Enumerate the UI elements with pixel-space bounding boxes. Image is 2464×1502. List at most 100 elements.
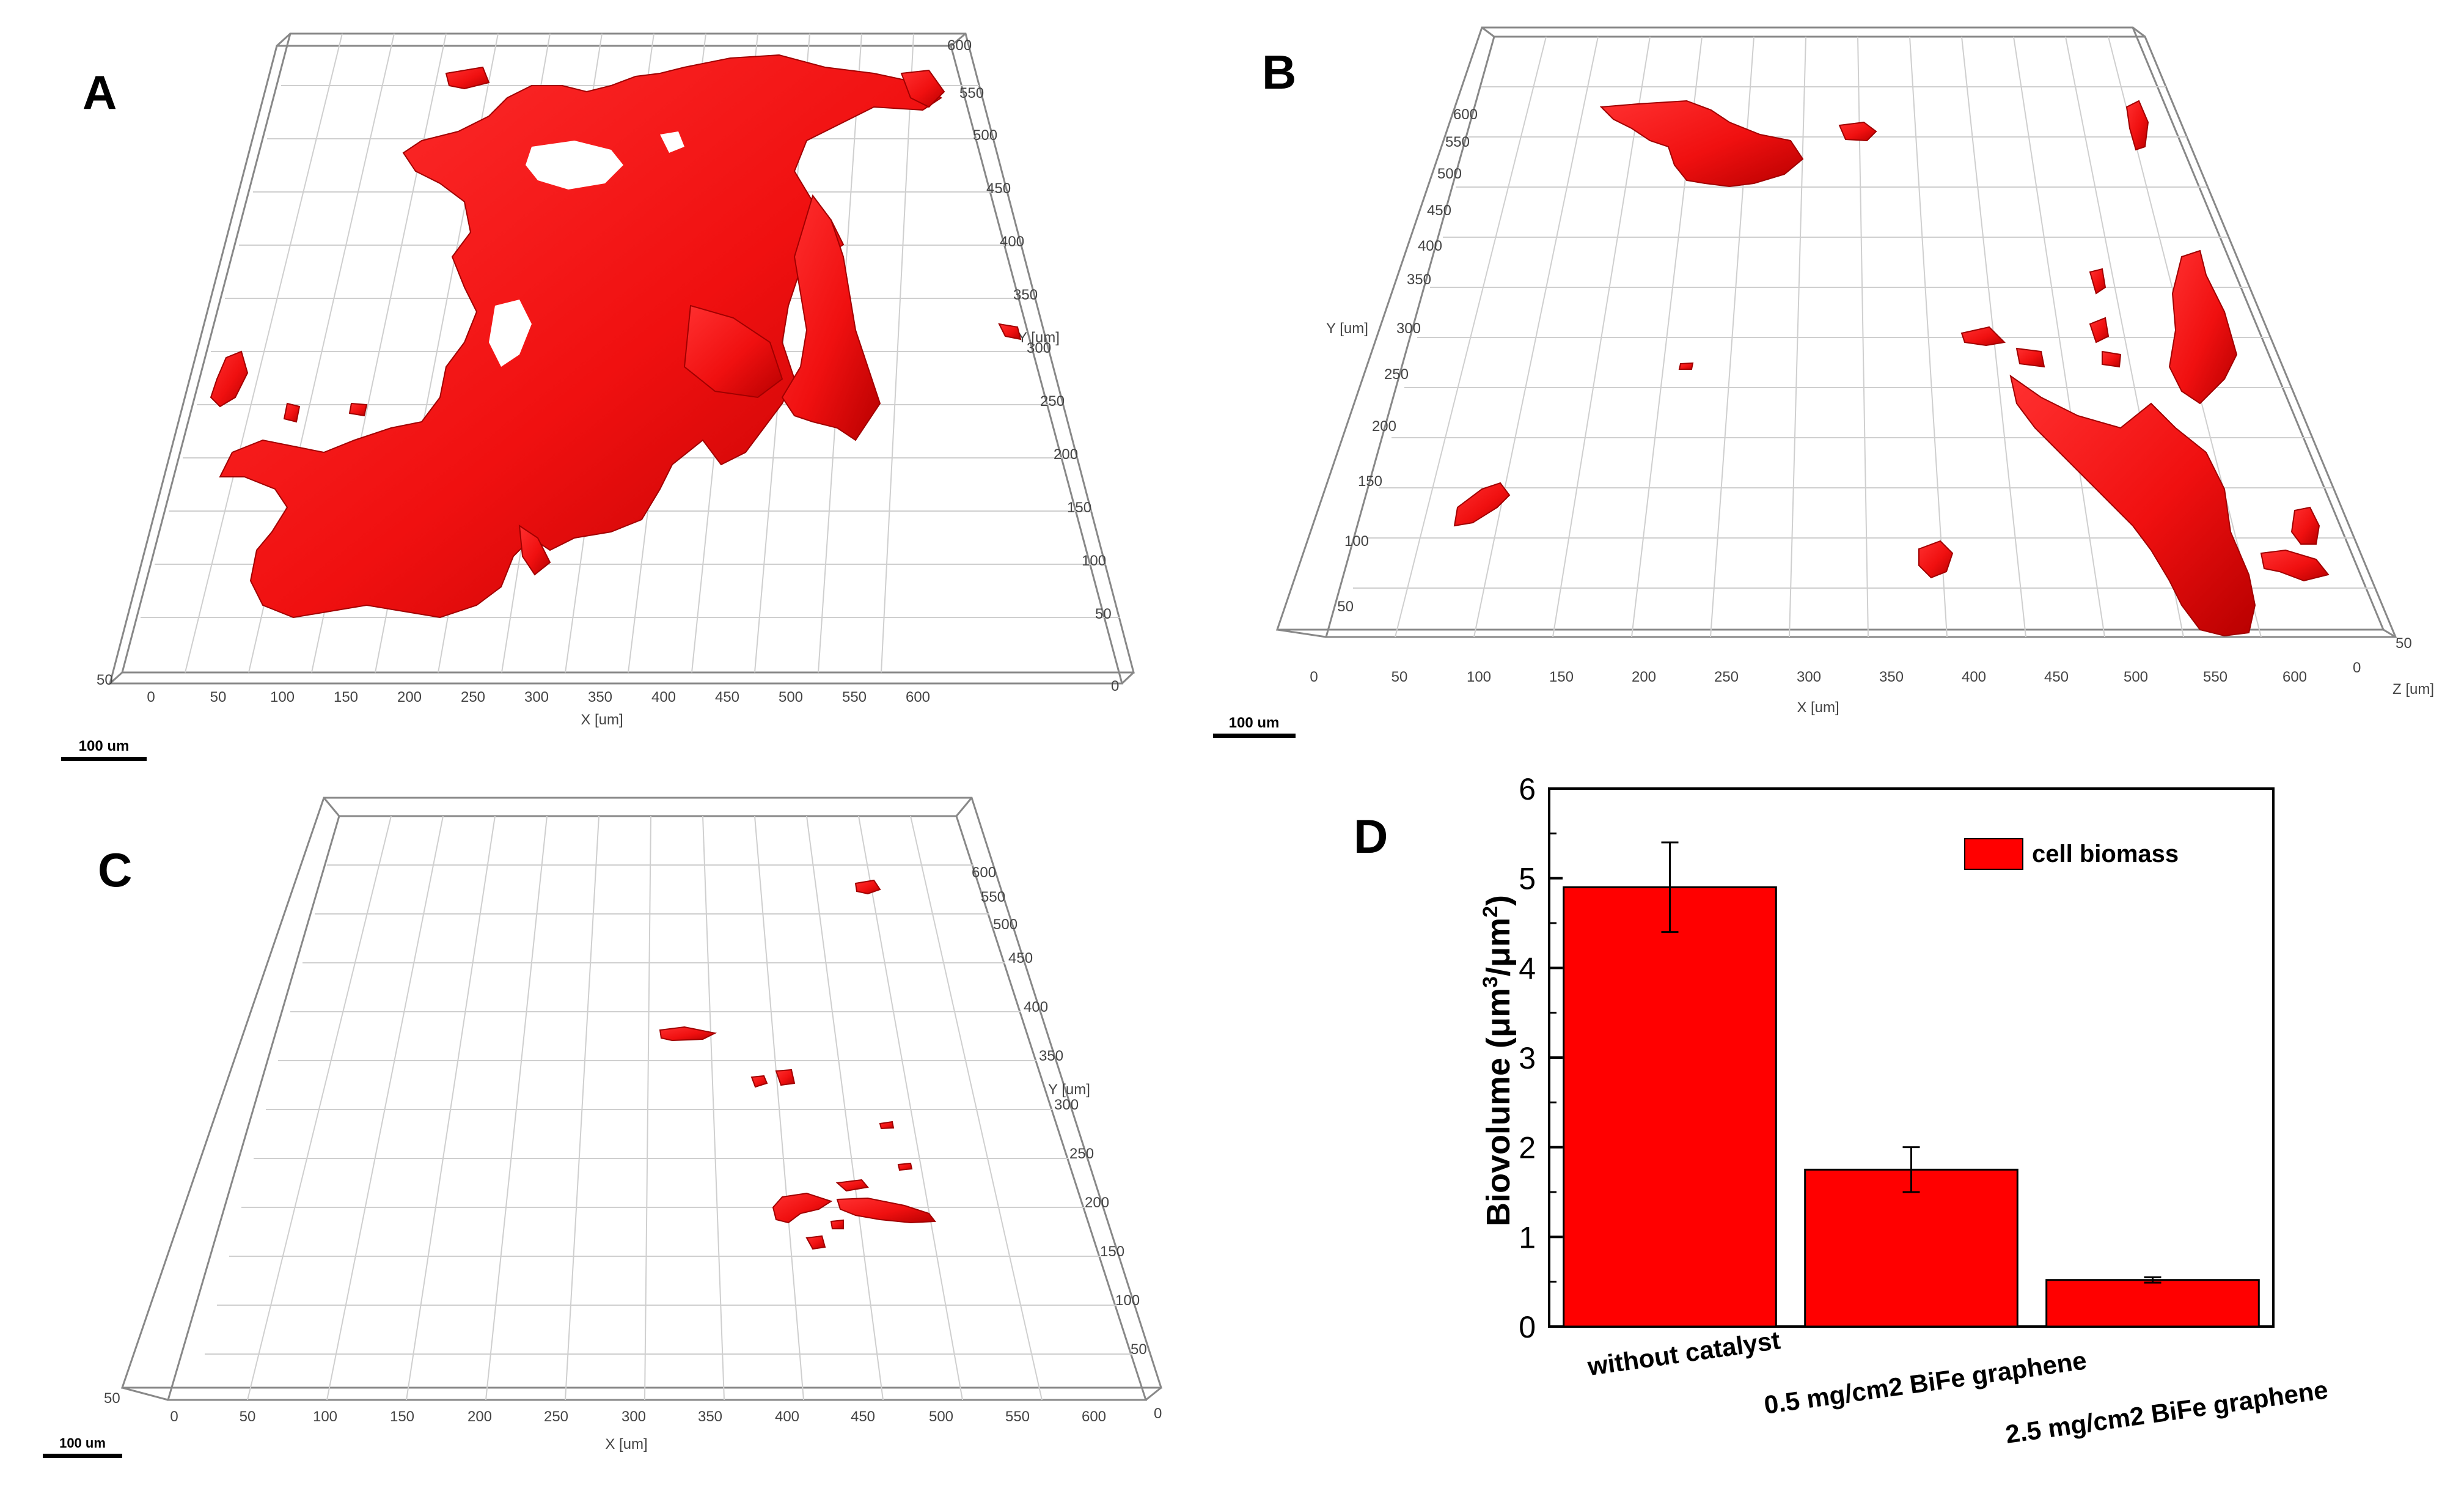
panel-a-scalebar: 100 um [61,738,147,761]
svg-text:400: 400 [1000,234,1024,250]
svg-text:150: 150 [390,1408,414,1425]
bar-3 [2045,1279,2260,1328]
panel-b-box [1275,26,2397,638]
svg-text:250: 250 [544,1408,568,1425]
bar-2 [1804,1168,2019,1328]
svg-text:450: 450 [851,1408,875,1425]
svg-text:550: 550 [1005,1408,1030,1425]
svg-text:100: 100 [313,1408,337,1425]
panel-b-y-label: Y [um] [1326,320,1368,337]
svg-text:600: 600 [1082,1408,1106,1425]
svg-text:400: 400 [1418,238,1442,254]
chart-y-axis-label: Biovolume (μm3/μm2) [1479,895,1517,1226]
svg-text:150: 150 [334,689,358,705]
svg-text:500: 500 [779,689,803,705]
svg-text:350: 350 [1879,669,1904,685]
svg-text:250: 250 [1714,669,1739,685]
panel-a-z-tick: 50 [97,672,113,688]
panel-c-y-ticks: 50 100 150 200 250 300 350 400 450 500 550 600 [972,864,1147,1358]
svg-text:300: 300 [1027,340,1051,356]
svg-text:150: 150 [1067,499,1091,516]
svg-text:300: 300 [1797,669,1821,685]
svg-text:600: 600 [2282,669,2307,685]
svg-text:200: 200 [1632,669,1656,685]
svg-text:0: 0 [147,689,155,705]
chart-bars [1563,841,2260,1328]
svg-text:200: 200 [1054,446,1078,463]
svg-text:300: 300 [1054,1097,1079,1113]
panel-a-biomass [210,54,1022,619]
chart-y-ticks: 0 1 2 3 4 5 6 [1519,772,1563,1344]
svg-text:500: 500 [1437,166,1462,182]
svg-text:150: 150 [1100,1243,1124,1260]
svg-text:350: 350 [1407,271,1431,288]
svg-text:350: 350 [698,1408,722,1425]
svg-text:500: 500 [973,127,997,144]
svg-text:450: 450 [1008,950,1033,966]
svg-text:450: 450 [1427,202,1451,219]
panel-label-b: B [1262,45,1296,99]
svg-text:300: 300 [524,689,549,705]
panel-b-scalebar: 100 um [1213,715,1296,738]
svg-text:400: 400 [651,689,676,705]
panel-a: A 0 50 100 150 200 250 300 350 400 450 [61,32,1135,761]
svg-text:550: 550 [842,689,867,705]
svg-text:350: 350 [588,689,612,705]
panel-c-z-tick-0: 0 [1154,1405,1162,1422]
panel-b-x-ticks: 0 50 100 150 200 250 300 350 400 450 500 550 6… [1310,669,2307,685]
svg-text:500: 500 [993,916,1018,933]
panel-b-biomass [1453,100,2330,637]
x-category-label: without catalyst [1585,1325,1782,1381]
svg-text:550: 550 [1445,134,1470,150]
svg-text:50: 50 [1392,669,1408,685]
panel-b-x-label: X [um] [1797,699,1839,716]
panel-c-biomass [659,879,936,1250]
bar-1 [1563,886,1777,1328]
svg-text:200: 200 [1085,1195,1109,1211]
svg-text:50: 50 [240,1408,256,1425]
panel-b-z-tick-0: 0 [2353,660,2361,676]
x-category-label: 2.5 mg/cm2 BiFe graphene [2004,1375,2330,1449]
svg-text:200: 200 [468,1408,492,1425]
svg-text:50: 50 [1337,598,1354,615]
svg-text:100: 100 [270,689,295,705]
svg-text:550: 550 [959,85,984,101]
panel-label-c: C [98,843,132,897]
y-tick-label: 1 [1519,1220,1536,1254]
svg-text:300: 300 [1396,320,1421,337]
svg-text:100: 100 [1344,533,1369,550]
y-tick-label: 4 [1519,951,1536,985]
svg-text:300: 300 [622,1408,646,1425]
svg-text:200: 200 [397,689,422,705]
y-tick-label: 2 [1519,1131,1536,1165]
svg-text:600: 600 [972,864,996,881]
svg-text:100: 100 [1082,553,1106,569]
y-tick-label: 6 [1519,772,1536,806]
panel-c-grid [205,815,1132,1401]
y-tick-label: 3 [1519,1041,1536,1075]
x-category-label: 0.5 mg/cm2 BiFe graphene [1762,1346,2089,1419]
legend-label: cell biomass [2032,841,2179,867]
panel-c-scalebar: 100 um [43,1435,122,1458]
panel-a-biomass-holes [489,131,684,367]
panel-label-d: D [1354,809,1388,863]
svg-text:350: 350 [1013,287,1038,303]
panel-label-a: A [82,65,117,119]
panel-c-box [120,797,1163,1401]
panel-c-x-label: X [um] [605,1436,647,1452]
svg-text:250: 250 [1069,1146,1094,1162]
svg-text:450: 450 [986,180,1011,197]
svg-text:200: 200 [1372,418,1396,435]
legend-swatch [1964,838,2023,870]
svg-text:450: 450 [2044,669,2069,685]
panel-c-y-label: Y [um] [1048,1081,1090,1098]
svg-text:50: 50 [1095,606,1112,622]
svg-text:250: 250 [1040,393,1065,410]
svg-text:50: 50 [210,689,227,705]
panel-a-z-tick-0: 0 [1111,678,1119,694]
svg-text:500: 500 [929,1408,953,1425]
panel-c: C 0 50 100 150 200 250 300 350 400 450 [43,797,1163,1458]
svg-text:400: 400 [1962,669,1986,685]
